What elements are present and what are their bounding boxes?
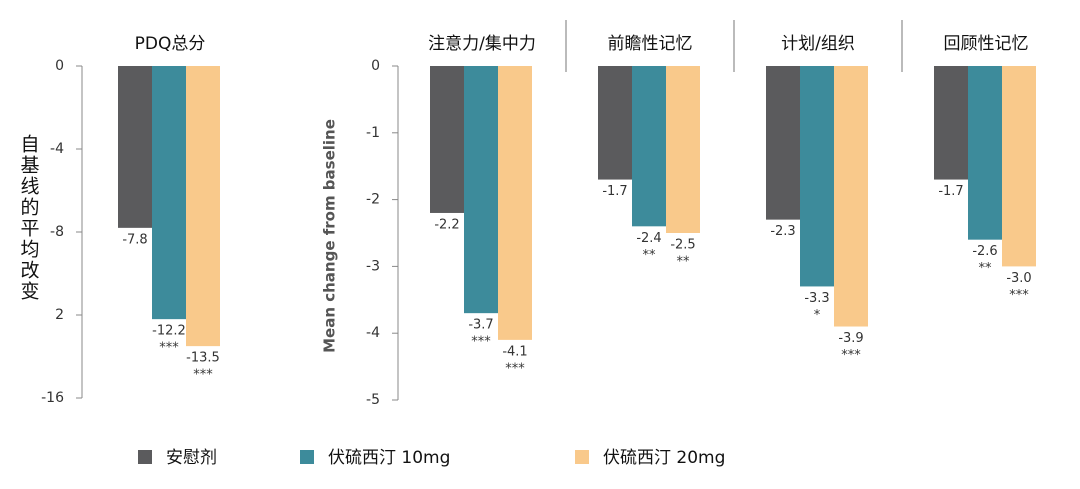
- y-tick-label: -4: [366, 325, 380, 341]
- data-label: -2.3: [770, 224, 795, 239]
- data-label: -4.1: [502, 344, 527, 359]
- significance: **: [979, 261, 993, 276]
- significance: **: [643, 248, 657, 263]
- legend-label: 伏硫西汀 20mg: [603, 448, 725, 468]
- bar: [800, 66, 834, 287]
- data-label: -3.0: [1006, 271, 1031, 286]
- bar: [430, 66, 464, 213]
- panel-title: 回顾性记忆: [944, 34, 1029, 54]
- panel-title: 计划/组织: [781, 34, 855, 54]
- data-label: -2.4: [636, 231, 661, 246]
- bar: [464, 66, 498, 314]
- data-label: -1.7: [602, 184, 627, 199]
- panel-title: 注意力/集中力: [428, 34, 536, 54]
- data-label: -3.3: [804, 291, 829, 306]
- legend-label: 安慰剂: [166, 448, 217, 468]
- y-tick-label: -2: [366, 192, 380, 208]
- bar: [666, 66, 700, 233]
- bar: [968, 66, 1002, 240]
- data-label: -7.8: [122, 232, 147, 247]
- bar: [598, 66, 632, 180]
- y-tick-label: 2: [55, 307, 64, 323]
- significance: ***: [1009, 288, 1029, 303]
- significance: ***: [159, 341, 179, 356]
- data-label: -2.6: [972, 244, 997, 259]
- bar: [934, 66, 968, 180]
- y-tick-label: -4: [50, 141, 64, 157]
- significance: **: [677, 255, 691, 270]
- significance: *: [814, 308, 821, 323]
- data-label: -3.7: [468, 318, 493, 333]
- bar: [186, 66, 220, 347]
- y-tick-label: -5: [366, 392, 380, 408]
- panel-title: PDQ总分: [135, 34, 206, 54]
- legend-swatch: [138, 450, 152, 464]
- bar: [834, 66, 868, 327]
- panel-title: 前瞻性记忆: [608, 34, 693, 54]
- significance: ***: [505, 361, 525, 376]
- bar: [498, 66, 532, 340]
- legend-swatch: [300, 450, 314, 464]
- legend-label: 伏硫西汀 10mg: [328, 448, 450, 468]
- data-label: -12.2: [152, 324, 186, 339]
- y-tick-label: 0: [55, 58, 64, 74]
- y-axis-label: Mean change from baseline: [321, 119, 339, 353]
- bar: [766, 66, 800, 220]
- y-tick-label: -8: [50, 224, 64, 240]
- data-label: -2.5: [670, 238, 695, 253]
- data-label: -1.7: [938, 184, 963, 199]
- significance: ***: [193, 368, 213, 383]
- bar: [118, 66, 152, 228]
- bar: [1002, 66, 1036, 267]
- y-axis-label: 自基线的平均改变: [18, 134, 40, 302]
- significance: ***: [841, 348, 861, 363]
- y-tick-label: -3: [366, 258, 380, 274]
- y-tick-label: -16: [41, 390, 64, 406]
- data-label: -2.2: [434, 217, 459, 232]
- data-label: -3.9: [838, 331, 863, 346]
- y-tick-label: 0: [371, 58, 380, 74]
- bar: [152, 66, 186, 320]
- y-tick-label: -1: [366, 125, 380, 141]
- bar: [632, 66, 666, 227]
- data-label: -13.5: [186, 351, 220, 366]
- legend-swatch: [575, 450, 589, 464]
- significance: ***: [471, 335, 491, 350]
